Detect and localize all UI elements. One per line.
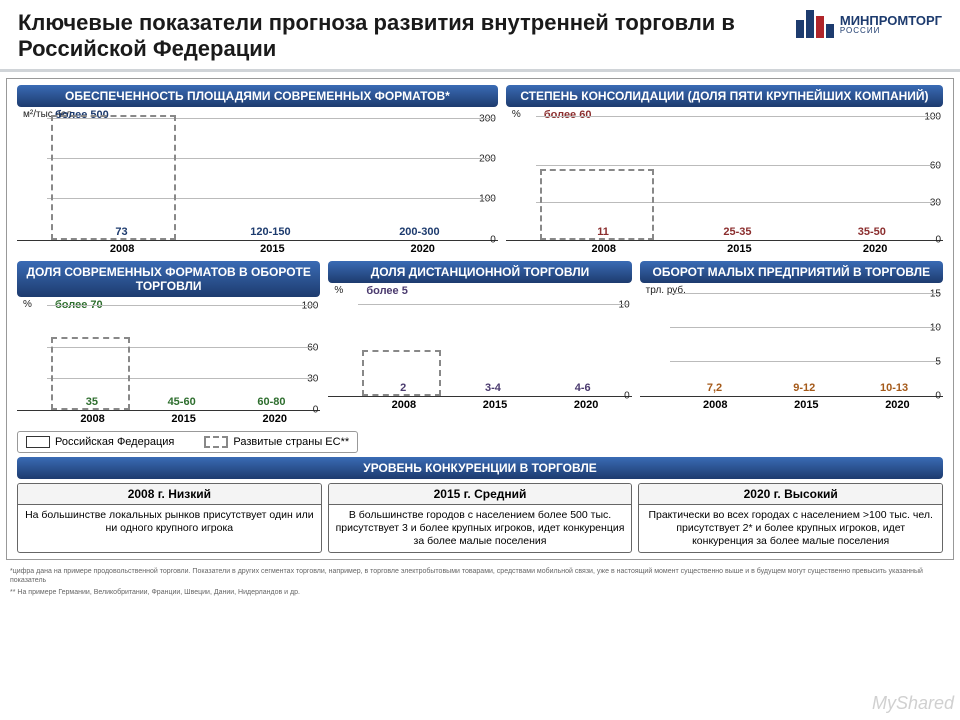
logo: МИНПРОМТОРГРОССИИ <box>796 10 942 38</box>
competition-section: УРОВЕНЬ КОНКУРЕНЦИИ В ТОРГОВЛЕ 2008 г. Н… <box>17 457 943 553</box>
watermark: MyShared <box>872 693 954 714</box>
footnote-1: *цифра дана на примере продовольственной… <box>0 566 960 587</box>
logo-icon <box>796 10 834 38</box>
chart-remote: ДОЛЯ ДИСТАНЦИОННОЙ ТОРГОВЛИ %более 50101… <box>328 261 631 427</box>
competition-column: 2008 г. НизкийНа большинстве локальных р… <box>17 483 322 553</box>
competition-columns: 2008 г. НизкийНа большинстве локальных р… <box>17 483 943 553</box>
competition-column: 2015 г. СреднийВ большинстве городов с н… <box>328 483 633 553</box>
chart-area: ОБЕСПЕЧЕННОСТЬ ПЛОЩАДЯМИ СОВРЕМЕННЫХ ФОР… <box>17 85 498 257</box>
page-title: Ключевые показатели прогноза развития вн… <box>18 10 796 63</box>
main-content: ОБЕСПЕЧЕННОСТЬ ПЛОЩАДЯМИ СОВРЕМЕННЫХ ФОР… <box>6 78 954 560</box>
chart-consol: СТЕПЕНЬ КОНСОЛИДАЦИИ (ДОЛЯ ПЯТИ КРУПНЕЙШ… <box>506 85 943 257</box>
legend: Российская Федерация Развитые страны ЕС*… <box>17 431 358 453</box>
chart-small: ОБОРОТ МАЛЫХ ПРЕДПРИЯТИЙ В ТОРГОВЛЕ трл.… <box>640 261 943 427</box>
footnote-2: ** На примере Германии, Великобритании, … <box>0 587 960 599</box>
competition-column: 2020 г. ВысокийПрактически во всех город… <box>638 483 943 553</box>
chart-modern: ДОЛЯ СОВРЕМЕННЫХ ФОРМАТОВ В ОБОРОТЕ ТОРГ… <box>17 261 320 427</box>
